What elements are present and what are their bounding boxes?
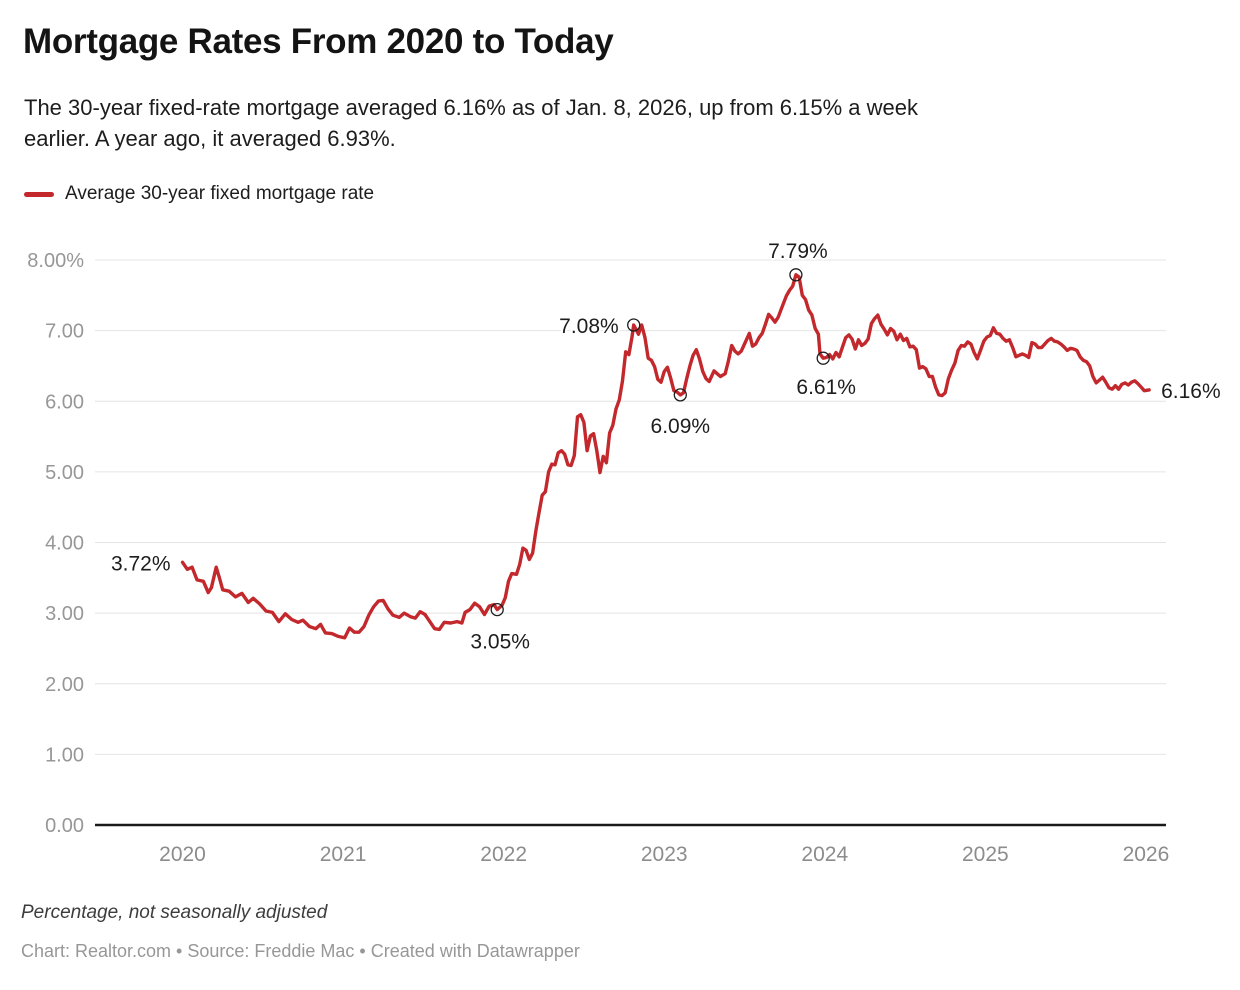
annotation-label: 6.16% — [1161, 380, 1221, 403]
x-axis-tick-label: 2021 — [320, 843, 367, 866]
annotation-label: 6.61% — [796, 376, 856, 399]
legend-line-swatch — [24, 191, 54, 197]
y-axis-tick-label: 5.00 — [45, 462, 84, 484]
y-axis-tick-label: 7.00 — [45, 321, 84, 343]
annotation-marker — [490, 602, 504, 617]
legend-label: Average 30-year fixed mortgage rate — [65, 183, 375, 204]
mortgage-rate-line — [180, 273, 1151, 640]
x-axis-tick-label: 2024 — [801, 843, 848, 866]
chart-subtitle-line-1: The 30-year fixed-rate mortgage averaged… — [24, 95, 918, 120]
annotation-marker — [627, 318, 641, 332]
y-axis-tick-label: 2.00 — [45, 674, 84, 696]
chart-subtitle: The 30-year fixed-rate mortgage averaged… — [24, 92, 1204, 154]
x-axis-tick-label: 2025 — [962, 843, 1009, 866]
axis-unit-note: Percentage, not seasonally adjusted — [21, 902, 328, 923]
line-chart-canvas: 8.00% 7.00 6.00 5.00 4.00 3.00 2.00 1.00 0.00 202… — [27, 238, 1222, 866]
y-axis-tick-label: 8.00% — [27, 250, 84, 272]
annotation-marker — [789, 268, 803, 282]
y-axis-tick-label: 0.00 — [45, 815, 84, 837]
annotation-marker — [673, 388, 687, 402]
annotation-label: 7.79% — [768, 240, 828, 263]
annotation-label: 3.72% — [111, 552, 171, 575]
y-axis-tick-label: 3.00 — [45, 603, 84, 625]
y-axis-tick-label: 1.00 — [45, 744, 84, 766]
x-axis-tick-label: 2026 — [1123, 843, 1170, 866]
legend: Average 30-year fixed mortgage rate — [24, 183, 374, 205]
credit-line: Chart: Realtor.com • Source: Freddie Mac… — [21, 941, 580, 961]
annotation-label: 3.05% — [470, 631, 530, 654]
x-axis-tick-label: 2022 — [480, 843, 527, 866]
chart-title: Mortgage Rates From 2020 to Today — [23, 22, 614, 61]
annotation-label: 7.08% — [559, 315, 619, 338]
y-axis-tick-label: 6.00 — [45, 391, 84, 413]
x-axis-tick-label: 2023 — [641, 843, 688, 866]
annotation-marker — [816, 351, 830, 365]
chart-subtitle-line-2: earlier. A year ago, it averaged 6.93%. — [24, 126, 396, 151]
y-axis-tick-label: 4.00 — [45, 533, 84, 555]
x-axis-tick-label: 2020 — [159, 843, 206, 866]
annotation-label: 6.09% — [651, 415, 711, 438]
